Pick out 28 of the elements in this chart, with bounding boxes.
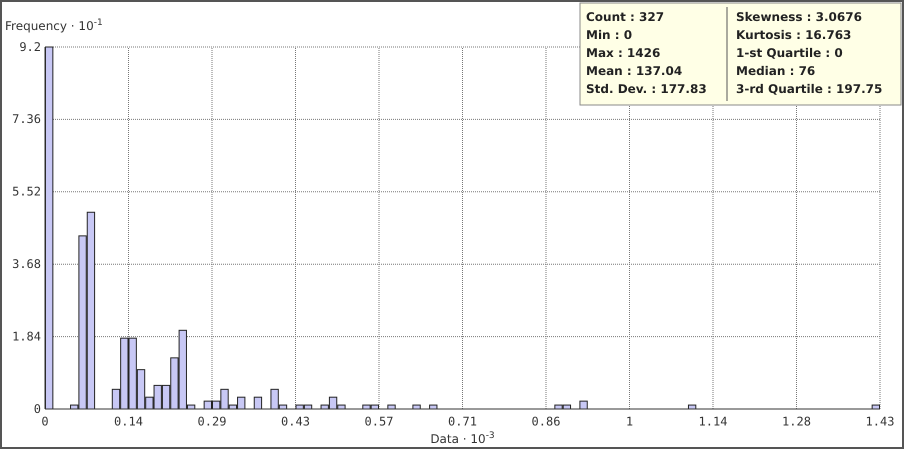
x-tick-label: 1: [626, 414, 634, 429]
annotation: 1-st Quartile : 0: [736, 46, 843, 60]
x-axis-title: Data · 10$^{-3}$: [430, 431, 495, 446]
y-axis-title: Frequency · 10$^{-1}$: [5, 18, 103, 33]
x-tick-label: 0.14: [114, 414, 143, 429]
x-tick-label: 1.14: [698, 414, 728, 429]
x-tick-label: 0.86: [532, 414, 560, 429]
x-tick-label: 0.29: [198, 414, 226, 429]
y-tick-label: 9.2: [19, 40, 41, 54]
text: Count : 327: [586, 10, 664, 24]
x-tick-label: 0.43: [281, 414, 310, 429]
annotation: 3-rd Quartile : 197.75: [736, 82, 882, 96]
text: Min : 0: [586, 28, 632, 42]
x-tick-label: 1.43: [866, 414, 894, 429]
y-tick-label: 1.84: [12, 329, 41, 344]
y-tick-label: 3.68: [12, 257, 41, 272]
annotation: Max : 1426: [586, 46, 660, 60]
x-tick-label: 0.57: [364, 414, 394, 429]
text: Skewness : 3.0676: [736, 10, 862, 24]
y-tick-label: 0: [34, 402, 41, 416]
text: Kurtosis : 16.763: [736, 28, 852, 42]
y-tick-label: 5.52: [12, 184, 41, 199]
x-tick-label: 0.71: [448, 414, 477, 429]
y-tick-label: 7.36: [12, 112, 41, 126]
annotation: Mean : 137.04: [586, 64, 682, 78]
annotation: Median : 76: [736, 64, 816, 78]
annotation: Std. Dev. : 177.83: [586, 82, 707, 96]
x-tick-label: 1.28: [782, 414, 811, 429]
